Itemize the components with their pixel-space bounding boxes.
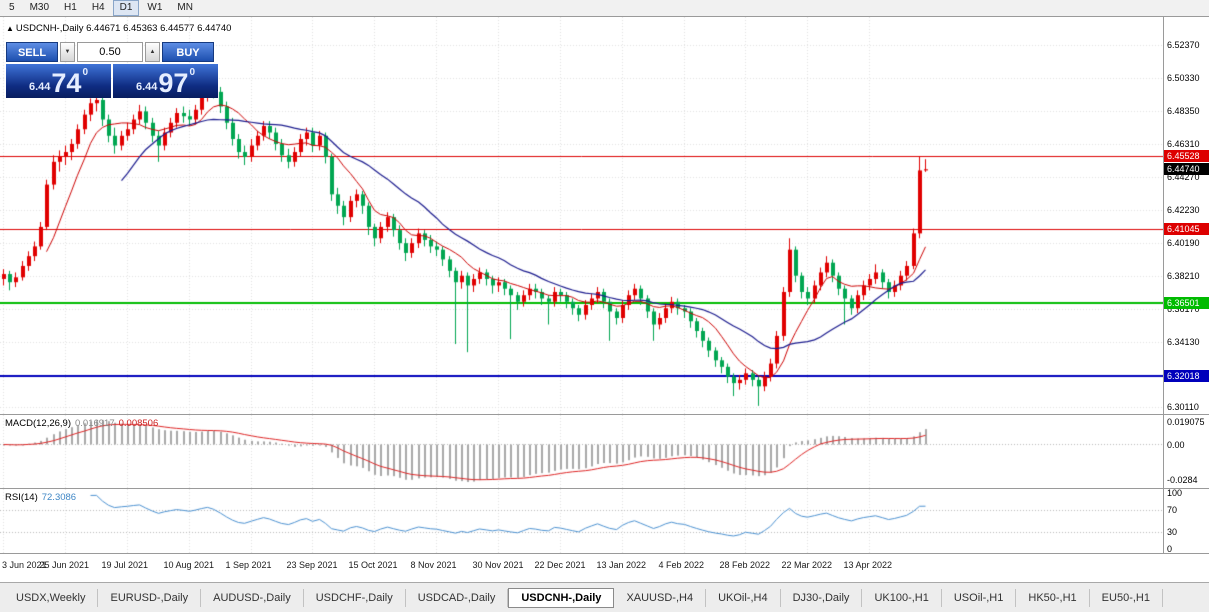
time-axis-label: 8 Nov 2021 [410,560,457,570]
chart-tab[interactable]: USDX,Weekly [4,588,99,607]
time-axis-label: 22 Mar 2022 [781,560,833,570]
chart-tab[interactable]: USOil-,H1 [942,588,1017,607]
time-axis-label: 3 Jun 2021 [2,560,47,570]
time-axis-label: 4 Feb 2022 [658,560,705,570]
timeframe-button-h1[interactable]: H1 [64,2,77,13]
bid-price-pip-digit: 0 [82,67,89,78]
chart-tab[interactable]: AUDUSD-,Daily [201,588,304,607]
panel-splitter[interactable] [0,414,1209,415]
timeframe-button-5[interactable]: 5 [9,2,15,13]
timeframe-button-mn[interactable]: MN [177,2,193,13]
timeframe-button-w1[interactable]: W1 [147,2,163,13]
time-axis-label: 13 Jan 2022 [596,560,647,570]
rsi-scale-tick: 100 [1167,488,1183,498]
macd-indicator-label: MACD(12,26,9) 0.016917 0.008506 [5,418,158,429]
timeframe-toolbar: 5 M30 H1 H4 D1 W1 MN [0,0,1209,17]
panel-splitter[interactable] [0,488,1209,489]
ask-price-pip-digit: 0 [189,67,196,78]
one-click-trading-panel: SELL ▼ ▲ BUY 6.44 74 0 6.44 97 0 [6,42,220,98]
level-price-label: 6.41045 [1164,223,1209,236]
time-axis-label: 30 Nov 2021 [472,560,524,570]
chart-ohlc-header: ▲ USDCNH-,Daily 6.44671 6.45363 6.44577 6… [6,23,231,34]
chart-tab[interactable]: USDCAD-,Daily [406,588,509,607]
volume-input[interactable] [77,42,143,62]
price-scale-tick: 6.48350 [1167,105,1200,116]
buy-button[interactable]: BUY [162,42,214,62]
chart-tab[interactable]: EU50-,H1 [1090,588,1163,607]
chart-tab[interactable]: USDCHF-,Daily [304,588,406,607]
time-axis-label: 10 Aug 2021 [163,560,215,570]
time-axis-label: 22 Dec 2021 [534,560,586,570]
time-axis-label: 25 Jun 2021 [39,560,90,570]
macd-scale-max: 0.019075 [1167,417,1205,427]
chart-tab[interactable]: EURUSD-,Daily [98,588,202,607]
price-scale-tick: 6.52370 [1167,40,1200,51]
macd-scale-zero: 0.00 [1167,439,1185,450]
volume-increase-button[interactable]: ▲ [145,42,160,62]
rsi-current-value: 72.3086 [41,492,77,503]
time-axis[interactable]: 3 Jun 2021 25 Jun 2021 19 Jul 2021 10 Aug 2… [0,554,1163,582]
bid-price-panel[interactable]: 6.44 74 0 [6,64,111,98]
macd-indicator-canvas[interactable] [0,415,1163,488]
time-axis-label: 15 Oct 2021 [348,560,398,570]
current-price-label: 6.44740 [1164,163,1209,176]
rsi-name: RSI(14) [5,492,38,503]
chart-symbol-label: USDCNH-,Daily [15,23,84,34]
ask-price-prefix: 6.44 [135,81,158,93]
chart-tab[interactable]: HK50-,H1 [1016,588,1090,607]
price-scale-tick: 6.46310 [1167,138,1200,149]
timeframe-button-h4[interactable]: H4 [91,2,105,13]
price-scale-tick: 6.30110 [1167,402,1199,413]
price-direction-up-icon: ▲ [6,24,14,33]
time-axis-label: 1 Sep 2021 [225,560,272,570]
ask-price-big-digits: 97 [158,68,189,98]
timeframe-button-m30[interactable]: M30 [29,2,50,13]
level-price-label: 6.36501 [1164,297,1209,310]
time-axis-label: 23 Sep 2021 [286,560,338,570]
panel-splitter [0,553,1209,554]
level-price-label: 6.32018 [1164,370,1209,383]
price-scale-tick: 6.38210 [1167,270,1200,281]
macd-signal-value: 0.008506 [118,418,159,429]
macd-scale-min: -0.0284 [1167,475,1198,485]
time-axis-label: 19 Jul 2021 [101,560,149,570]
price-scale-tick: 6.44270 [1167,171,1200,182]
rsi-scale-tick: 30 [1167,527,1178,538]
price-scale-tick: 6.34130 [1167,336,1200,347]
rsi-indicator-label: RSI(14) 72.3086 [5,492,76,503]
price-scale-tick: 6.40190 [1167,238,1200,249]
chart-tab[interactable]: USDCNH-,Daily [508,587,615,608]
macd-main-value: 0.016917 [75,418,115,429]
sell-button[interactable]: SELL [6,42,58,62]
bid-price-prefix: 6.44 [28,81,51,93]
timeframe-button-d1[interactable]: D1 [112,0,140,16]
chart-tab-bar: USDX,Weekly EURUSD-,Daily AUDUSD-,Daily USD… [0,582,1209,612]
bid-price-big-digits: 74 [51,68,82,98]
price-scale-tick: 6.42230 [1167,205,1200,216]
chart-ohlc-values: 6.44671 6.45363 6.44577 6.44740 [86,23,232,34]
price-scale-tick: 6.50330 [1167,73,1200,84]
rsi-scale-tick: 70 [1167,504,1178,515]
time-axis-label: 28 Feb 2022 [719,560,771,570]
price-scale[interactable]: 6.52370 6.50330 6.48350 6.46310 6.44270 6.422… [1164,0,1209,554]
level-price-label: 6.45528 [1164,150,1209,163]
chart-tab[interactable]: UK100-,H1 [862,588,942,607]
price-scale-divider [1163,17,1164,554]
ask-price-panel[interactable]: 6.44 97 0 [113,64,218,98]
chart-tab[interactable]: XAUUSD-,H4 [614,588,707,607]
chart-tab[interactable]: DJ30-,Daily [781,588,863,607]
rsi-indicator-canvas[interactable] [0,489,1163,553]
time-axis-label: 13 Apr 2022 [843,560,893,570]
rsi-scale-tick: 0 [1167,544,1173,554]
chart-tab[interactable]: UKOil-,H4 [706,588,781,607]
macd-name: MACD(12,26,9) [5,418,71,429]
volume-decrease-button[interactable]: ▼ [60,42,75,62]
